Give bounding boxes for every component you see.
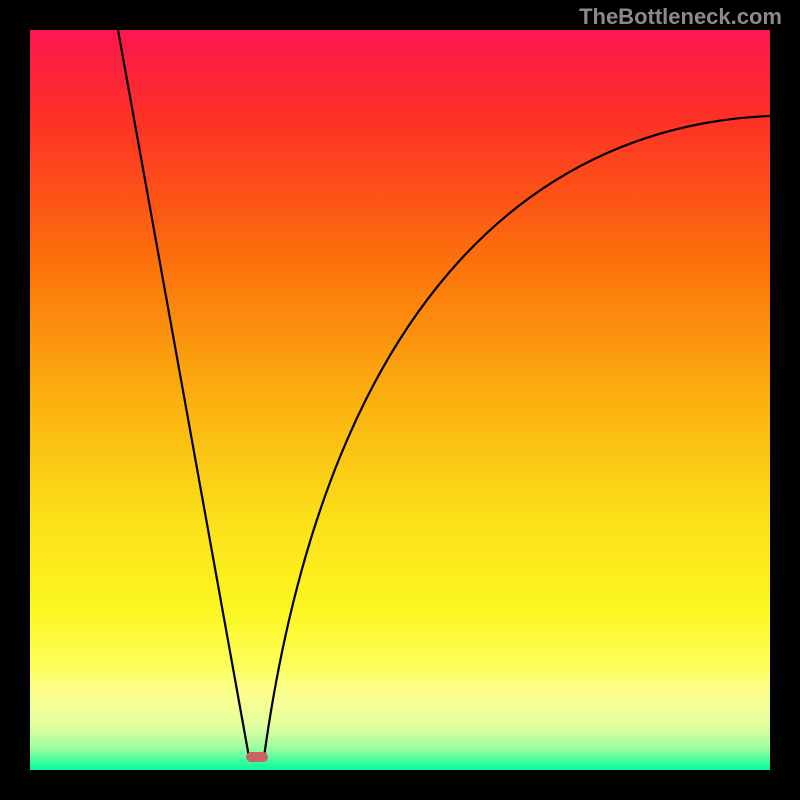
trough-marker bbox=[246, 752, 268, 762]
plot-area bbox=[30, 30, 770, 770]
chart-svg bbox=[30, 30, 770, 770]
outer-frame: TheBottleneck.com bbox=[0, 0, 800, 800]
gradient-background bbox=[30, 30, 770, 770]
watermark-text: TheBottleneck.com bbox=[579, 4, 782, 30]
